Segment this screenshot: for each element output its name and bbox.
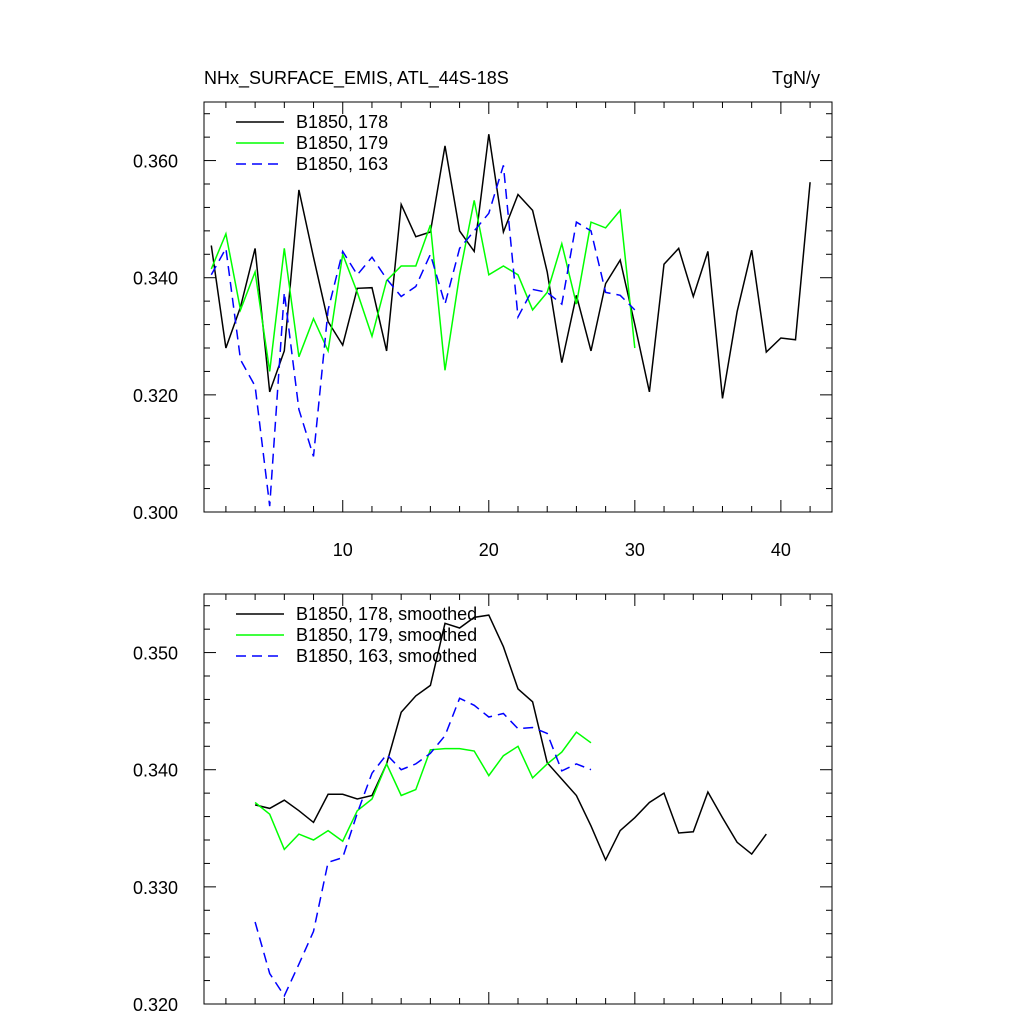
y-tick-label: 0.300 — [133, 503, 178, 523]
x-tick-label: 20 — [479, 540, 499, 560]
series-line-3 — [210, 165, 636, 507]
legend-label-2: B1850, 179 — [296, 133, 388, 153]
legend-label-1: B1850, 178 — [296, 112, 388, 132]
y-tick-label: 0.360 — [133, 152, 178, 172]
legend-label-1: B1850, 178, smoothed — [296, 604, 477, 624]
units-label: TgN/y — [772, 68, 820, 88]
y-tick-label: 0.320 — [133, 386, 178, 406]
legend-label-2: B1850, 179, smoothed — [296, 625, 477, 645]
y-tick-label: 0.350 — [133, 644, 178, 664]
series-line-2 — [210, 200, 636, 372]
y-tick-label: 0.340 — [133, 761, 178, 781]
series-line-1 — [210, 134, 811, 399]
x-tick-label: 40 — [771, 540, 791, 560]
x-tick-label: 30 — [625, 540, 645, 560]
series-line-2 — [254, 731, 592, 851]
chart-panel-2: 0.320 0.330 0.340 0.350 B1850, 178, smoothed… — [133, 593, 833, 1015]
legend-label-3: B1850, 163, smoothed — [296, 646, 477, 666]
y-tick-label: 0.330 — [133, 878, 178, 898]
series-line-3 — [254, 697, 592, 998]
y-tick-label: 0.340 — [133, 269, 178, 289]
chart-panel-1: NHx_SURFACE_EMIS, ATL_44S-18S TgN/y 10 20 30… — [133, 68, 833, 560]
chart-title: NHx_SURFACE_EMIS, ATL_44S-18S — [204, 68, 509, 89]
x-tick-label: 10 — [333, 540, 353, 560]
series-line-1 — [254, 614, 767, 862]
legend-label-3: B1850, 163 — [296, 154, 388, 174]
y-tick-label: 0.320 — [133, 995, 178, 1015]
